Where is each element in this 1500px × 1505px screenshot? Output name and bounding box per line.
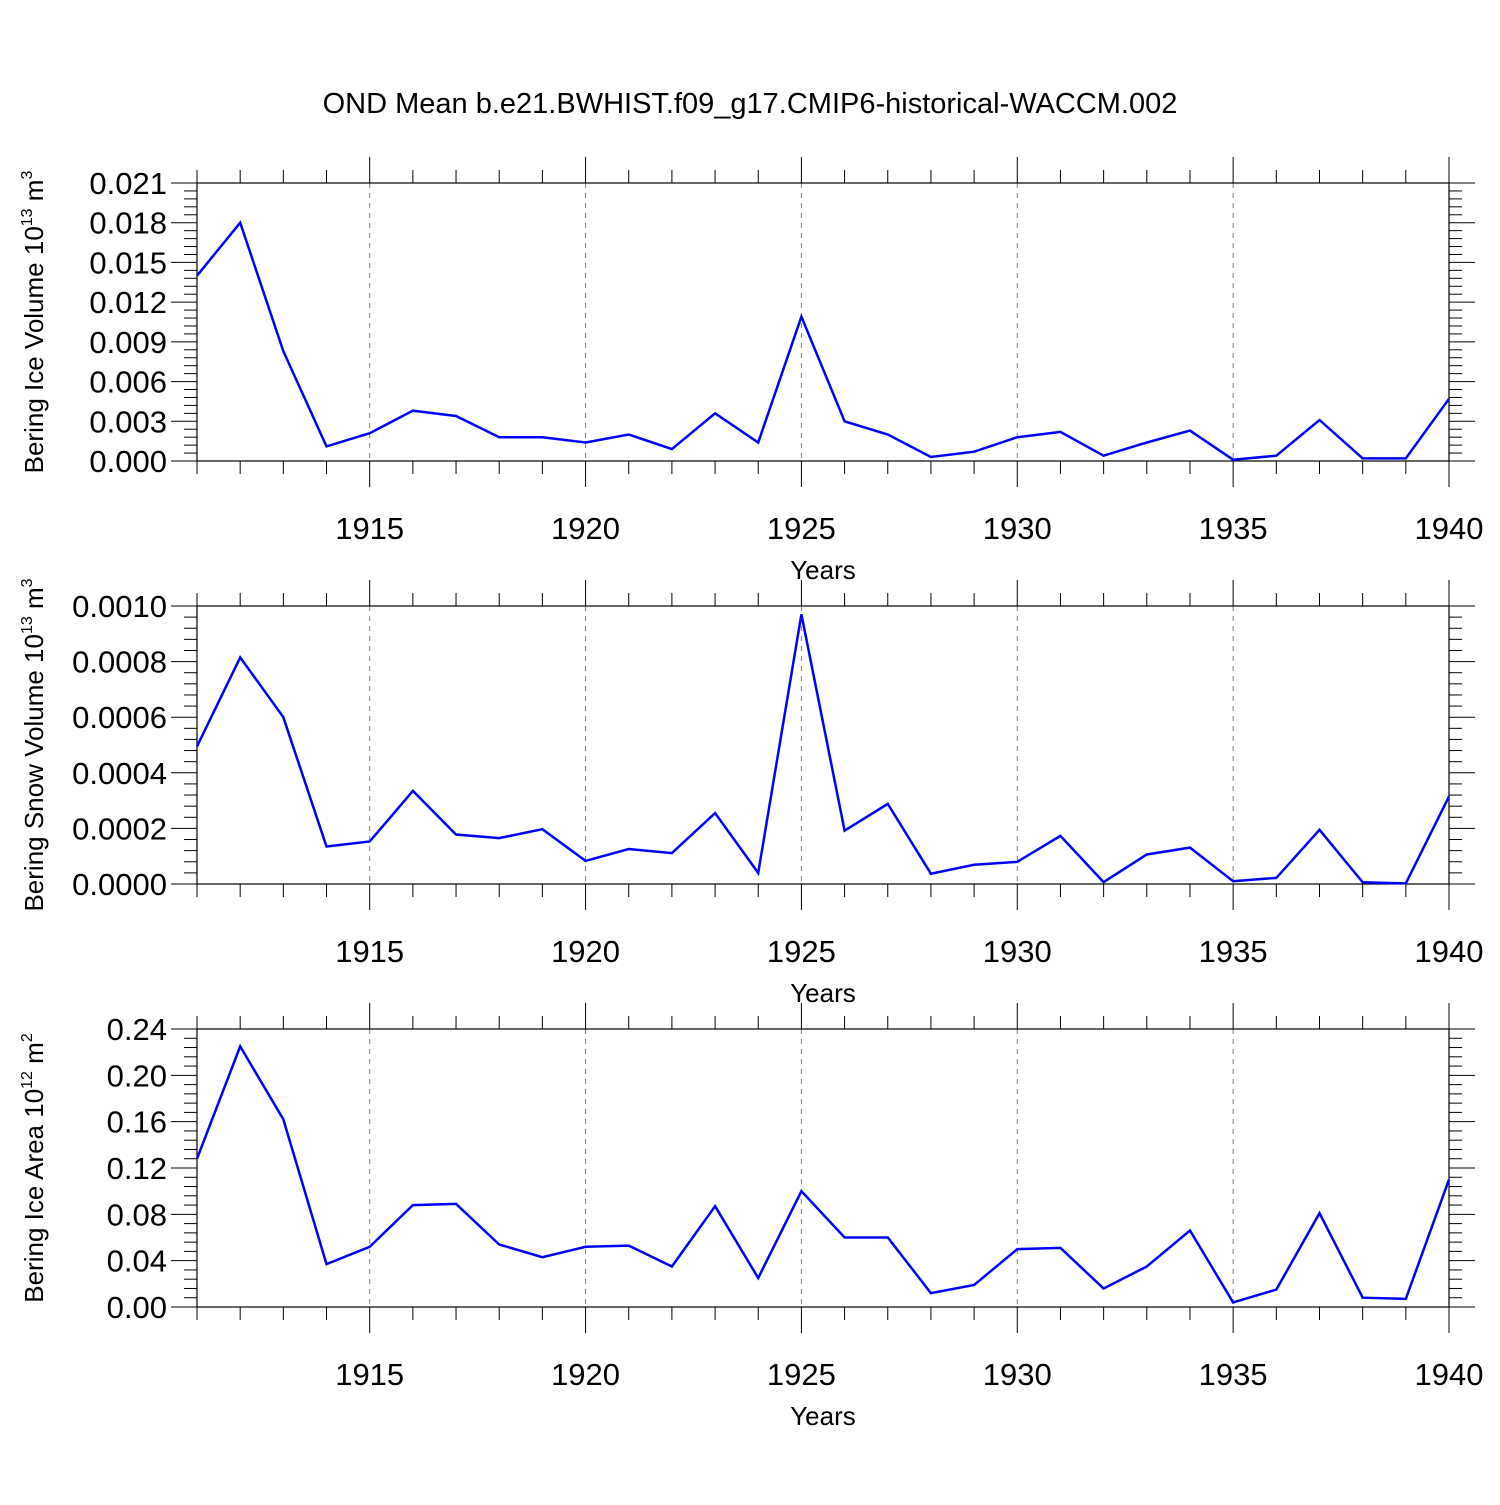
x-tick-label: 1920 — [551, 934, 620, 969]
x-tick-label: 1930 — [983, 511, 1052, 546]
x-tick-label: 1920 — [551, 1357, 620, 1392]
y-axis-title: Bering Ice Volume 1013 m3 — [19, 171, 49, 474]
y-axis-title: Bering Snow Volume 1013 m3 — [19, 578, 49, 911]
x-axis-title: Years — [790, 978, 856, 1008]
y-tick-label: 0.0002 — [72, 811, 167, 846]
x-tick-label: 1930 — [983, 934, 1052, 969]
y-tick-label: 0.018 — [89, 206, 167, 241]
y-tick-label: 0.08 — [107, 1197, 167, 1232]
y-tick-label: 0.021 — [89, 166, 167, 201]
plot-frame — [196, 1028, 1450, 1308]
x-tick-label: 1915 — [335, 934, 404, 969]
y-tick-label: 0.009 — [89, 325, 167, 360]
x-tick-label: 1920 — [551, 511, 620, 546]
y-tick-label: 0.0004 — [72, 756, 167, 791]
x-tick-label: 1930 — [983, 1357, 1052, 1392]
x-tick-label: 1935 — [1199, 1357, 1268, 1392]
y-tick-label: 0.20 — [107, 1058, 167, 1093]
x-tick-label: 1925 — [767, 511, 836, 546]
plot-frame — [196, 605, 1450, 885]
y-axis-title: Bering Ice Area 1012 m2 — [19, 1033, 49, 1303]
y-tick-label: 0.12 — [107, 1151, 167, 1186]
x-tick-label: 1940 — [1415, 1357, 1484, 1392]
data-series-line — [195, 614, 1451, 885]
plot-panel-2: 0.0000 0.0002 0.0004 0.0006 0.0008 0.0010 1915… — [19, 578, 1483, 1008]
y-tick-label: 0.006 — [89, 365, 167, 400]
x-tick-label: 1915 — [335, 1357, 404, 1392]
y-tick-label: 0.24 — [107, 1012, 167, 1047]
page-title: OND Mean b.e21.BWHIST.f09_g17.CMIP6-hist… — [322, 88, 1178, 120]
y-tick-label: 0.04 — [107, 1244, 167, 1279]
x-tick-label: 1940 — [1415, 934, 1484, 969]
x-tick-label: 1935 — [1199, 934, 1268, 969]
plot-panel-1: 0.000 0.003 0.006 0.009 0.012 0.015 0.018 0.021… — [19, 157, 1483, 585]
x-tick-label: 1935 — [1199, 511, 1268, 546]
plot-panel-3: 0.00 0.04 0.08 0.12 0.16 0.20 0.24 1915 1920 1925… — [19, 1003, 1483, 1431]
data-series-line — [195, 1043, 1451, 1304]
y-tick-label: 0.015 — [89, 245, 167, 280]
y-tick-label: 0.00 — [107, 1290, 167, 1325]
x-tick-label: 1925 — [767, 1357, 836, 1392]
y-tick-label: 0.16 — [107, 1105, 167, 1140]
y-tick-label: 0.000 — [89, 444, 167, 479]
x-tick-label: 1925 — [767, 934, 836, 969]
y-tick-label: 0.003 — [89, 404, 167, 439]
y-tick-label: 0.0000 — [72, 867, 167, 902]
y-tick-label: 0.0010 — [72, 589, 167, 624]
y-tick-label: 0.0006 — [72, 700, 167, 735]
y-tick-label: 0.012 — [89, 285, 167, 320]
x-tick-label: 1915 — [335, 511, 404, 546]
x-tick-label: 1940 — [1415, 511, 1484, 546]
x-axis-title: Years — [790, 1401, 856, 1431]
y-tick-label: 0.0008 — [72, 645, 167, 680]
x-axis-title: Years — [790, 555, 856, 585]
plot-frame — [196, 182, 1450, 462]
data-series-line — [196, 220, 1451, 461]
